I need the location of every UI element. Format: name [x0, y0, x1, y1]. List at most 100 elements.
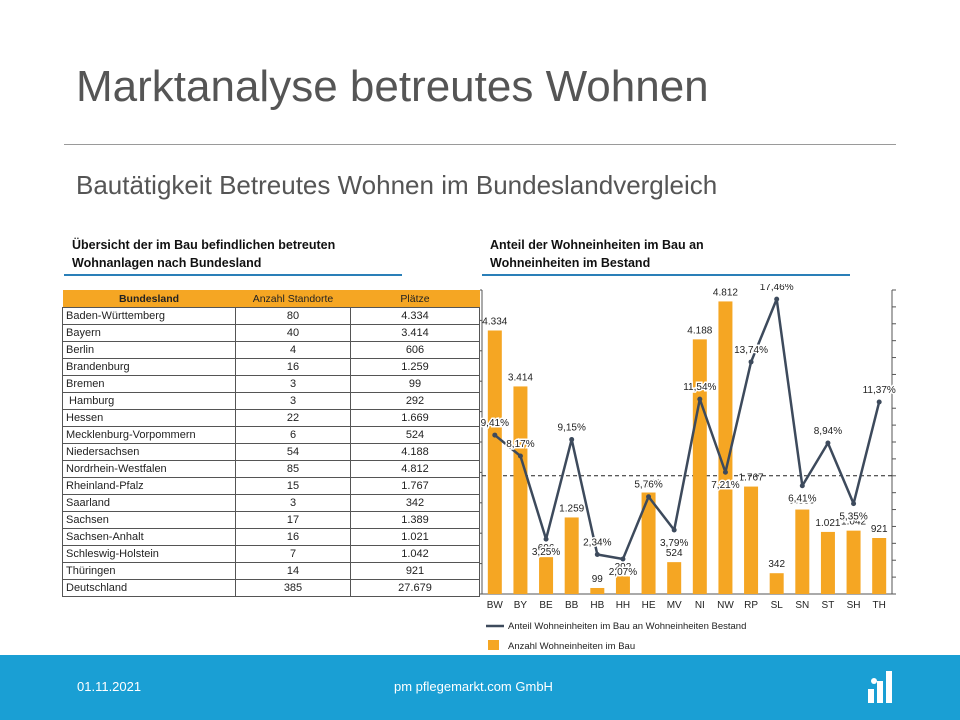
- table-row: Niedersachsen 54 4.188: [62, 443, 480, 461]
- cell-standorte: 3: [235, 392, 351, 410]
- bar-label: 1.669: [636, 479, 661, 490]
- cell-bundesland: Bremen: [62, 375, 236, 393]
- cell-plaetze: 3.414: [350, 324, 480, 342]
- bundesland-table: Bundesland Anzahl Standorte Plätze Baden…: [62, 290, 480, 597]
- table-row: Sachsen 17 1.389: [62, 511, 480, 529]
- line-label: 2,34%: [583, 537, 611, 548]
- cell-bundesland: Brandenburg: [62, 358, 236, 376]
- category-label: TH: [873, 600, 886, 611]
- line-point-bb: [569, 436, 575, 442]
- category-label: MV: [667, 600, 682, 611]
- cell-standorte: 17: [235, 511, 351, 529]
- bar-st: [820, 531, 835, 594]
- line-point-nw: [722, 469, 728, 475]
- line-label: 13,74%: [734, 345, 768, 356]
- bar-sh: [846, 530, 861, 594]
- line-label: 11,54%: [683, 382, 716, 393]
- line-label: 5,35%: [839, 512, 867, 523]
- bar-label: 1.389: [790, 496, 815, 507]
- line-label: 9,15%: [558, 422, 586, 433]
- category-label: HB: [590, 600, 604, 611]
- cell-bundesland: Saarland: [62, 494, 236, 512]
- title-divider: [64, 144, 896, 145]
- footer-date: 01.11.2021: [77, 679, 142, 694]
- line-label: 8,17%: [506, 439, 534, 450]
- cell-standorte: 385: [235, 579, 351, 597]
- cell-bundesland: Sachsen: [62, 511, 236, 529]
- bar-nw: [718, 301, 733, 594]
- line-label: 6,41%: [788, 494, 816, 505]
- table-section-rule: [64, 274, 402, 276]
- share-line: [494, 297, 881, 561]
- company-logo-icon: [868, 671, 892, 703]
- line-point-th: [876, 399, 882, 405]
- chart-heading-line2: Wohneinheiten im Bestand: [490, 256, 651, 270]
- bar-label: 4.188: [687, 325, 712, 336]
- bar-hb: [590, 587, 605, 594]
- table-section-heading: Übersicht der im Bau befindlichen betreu…: [72, 236, 335, 272]
- table-row: Hessen 22 1.669: [62, 409, 480, 427]
- table-row: Rheinland-Pfalz 15 1.767: [62, 477, 480, 495]
- bar-th: [872, 538, 887, 594]
- bar-label: 1.021: [815, 518, 840, 529]
- line-label: 11,37%: [863, 385, 896, 396]
- line-point-be: [543, 536, 549, 542]
- table-heading-line1: Übersicht der im Bau befindlichen betreu…: [72, 238, 336, 252]
- bar-bb: [564, 517, 579, 594]
- line-point-bw: [492, 432, 498, 438]
- bar-label: 4.334: [482, 316, 507, 327]
- cell-plaetze: 606: [350, 341, 480, 359]
- table-row: Bremen 3 99: [62, 375, 480, 393]
- cell-standorte: 3: [235, 494, 351, 512]
- table-row: Sachsen-Anhalt 16 1.021: [62, 528, 480, 546]
- line-label: 2,07%: [609, 567, 637, 578]
- cell-plaetze: 342: [350, 494, 480, 512]
- line-point-hb: [594, 551, 600, 557]
- cell-bundesland: Schleswig-Holstein: [62, 545, 236, 563]
- cell-bundesland: Deutschland: [62, 579, 236, 597]
- line-point-rp: [748, 359, 754, 365]
- table-row: Baden-Württemberg 80 4.334: [62, 307, 480, 325]
- table-header-row: Bundesland Anzahl Standorte Plätze: [62, 290, 480, 308]
- table-body: Baden-Württemberg 80 4.334 Bayern 40 3.414 Ber…: [62, 307, 480, 597]
- cell-bundesland: Hessen: [62, 409, 236, 427]
- cell-bundesland: Hamburg: [62, 392, 236, 410]
- category-label: NI: [695, 600, 705, 611]
- line-label: 7,21%: [711, 480, 739, 491]
- category-label: SH: [847, 600, 861, 611]
- column-header-bundesland: Bundesland: [62, 290, 236, 308]
- chart-heading-line1: Anteil der Wohneinheiten im Bau an: [490, 238, 704, 252]
- category-label: BW: [487, 600, 504, 611]
- table-row: Schleswig-Holstein 7 1.042: [62, 545, 480, 563]
- cell-plaetze: 4.188: [350, 443, 480, 461]
- cell-standorte: 22: [235, 409, 351, 427]
- legend-bar-swatch: [488, 640, 499, 650]
- bar-bw: [487, 330, 502, 594]
- page-title: Marktanalyse betreutes Wohnen: [76, 62, 709, 111]
- cell-plaetze: 1.259: [350, 358, 480, 376]
- table-row: Mecklenburg-Vorpommern 6 524: [62, 426, 480, 444]
- cell-standorte: 14: [235, 562, 351, 580]
- column-header-plaetze: Plätze: [350, 290, 480, 308]
- category-label: SL: [771, 600, 784, 611]
- category-label: NW: [717, 600, 734, 611]
- cell-plaetze: 4.812: [350, 460, 480, 478]
- cell-standorte: 4: [235, 341, 351, 359]
- cell-standorte: 3: [235, 375, 351, 393]
- cell-standorte: 16: [235, 358, 351, 376]
- line-point-by: [517, 453, 523, 459]
- cell-bundesland: Mecklenburg-Vorpommern: [62, 426, 236, 444]
- bar-label: 606: [538, 543, 555, 554]
- line-label: 3,79%: [660, 538, 688, 549]
- bar-by: [513, 386, 528, 594]
- category-label: BY: [514, 600, 528, 611]
- legend-line-label: Anteil Wohneinheiten im Bau an Wohneinhe…: [508, 621, 746, 632]
- cell-bundesland: Berlin: [62, 341, 236, 359]
- cell-plaetze: 99: [350, 375, 480, 393]
- bar-he: [641, 492, 656, 594]
- cell-bundesland: Sachsen-Anhalt: [62, 528, 236, 546]
- bar-label: 524: [666, 548, 683, 559]
- line-label: 3,25%: [532, 547, 560, 558]
- cell-plaetze: 1.042: [350, 545, 480, 563]
- bar-label: 1.259: [559, 503, 584, 514]
